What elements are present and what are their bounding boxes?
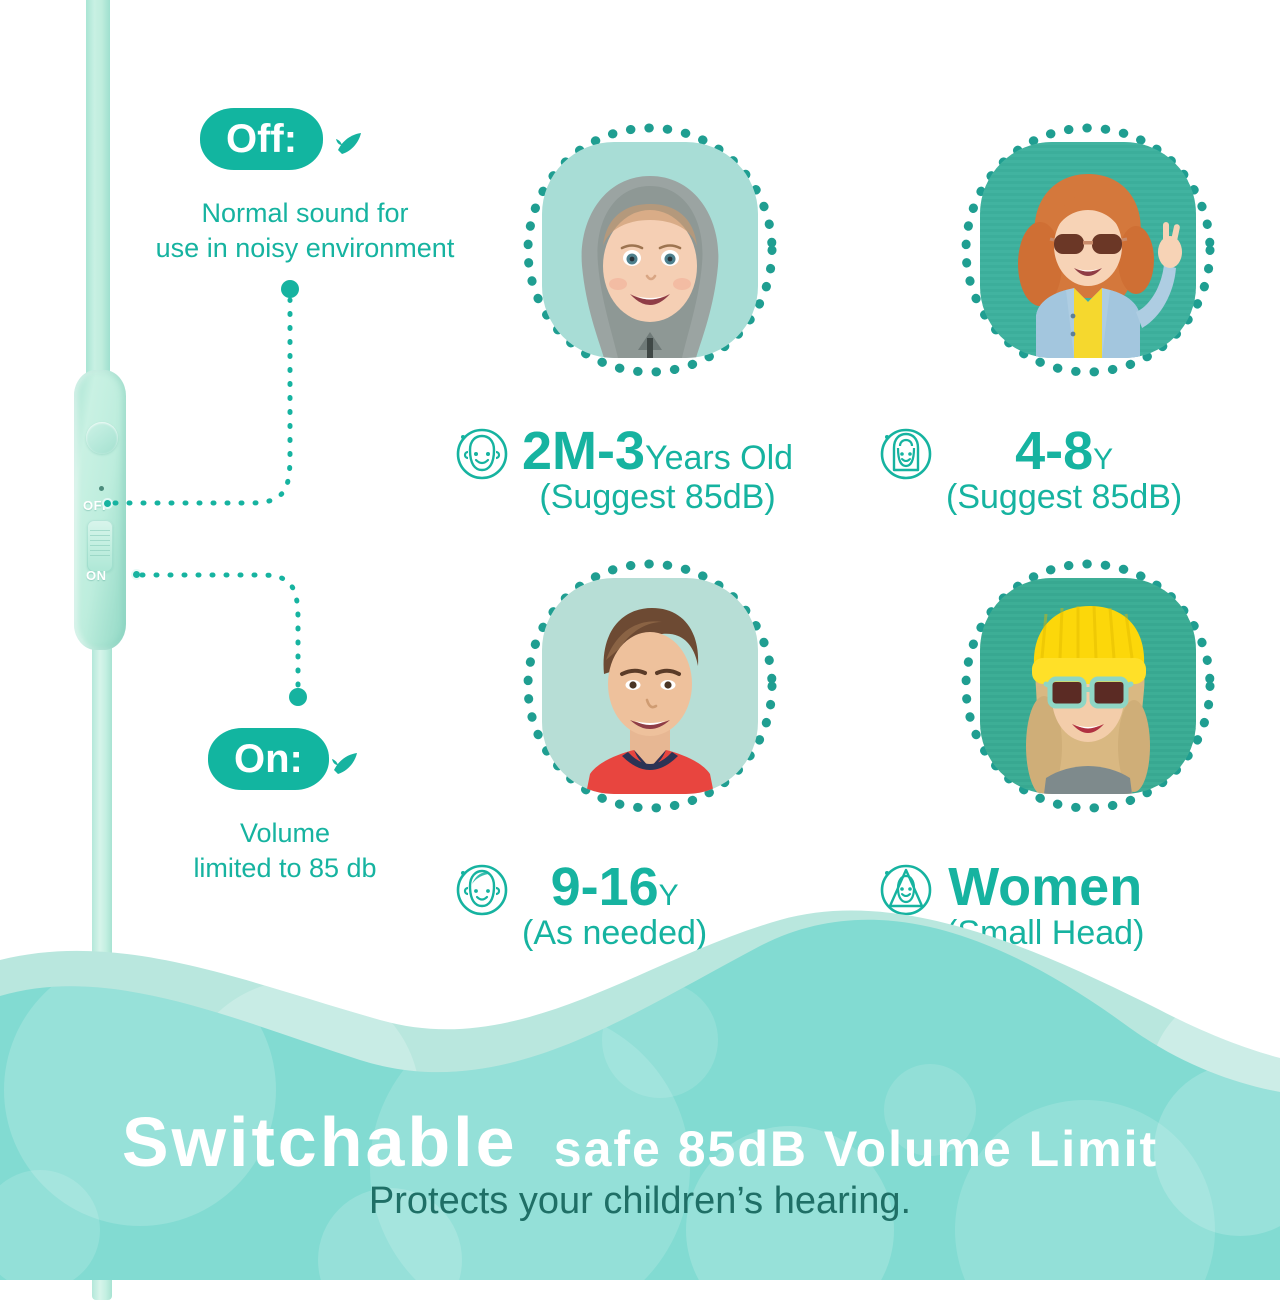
banner-title-part2: safe 85dB Volume Limit (553, 1121, 1159, 1177)
girl-face-icon (880, 428, 932, 480)
dotted-ring-icon (523, 559, 777, 813)
banner-title: Switchable safe 85dB Volume Limit (0, 1102, 1280, 1182)
connector-path-off (112, 297, 293, 506)
photo-card-toddler (520, 120, 780, 380)
photo-card-teen-boy (520, 556, 780, 816)
card-label-main-toddler: 2M-3Years Old (522, 421, 794, 481)
caption-on: Volume limited to 85 db (105, 816, 465, 885)
card-label-sub-toddler: (Suggest 85dB) (539, 478, 776, 516)
volume-limit-slider[interactable] (87, 520, 113, 572)
photo-card-woman (958, 556, 1218, 816)
card-label-main-teen-boy: 9-16Y (550, 857, 679, 917)
baby-face-icon (456, 428, 508, 480)
connector-path-on (139, 572, 301, 688)
caption-off-line1: Normal sound for (201, 198, 409, 228)
badge-off: Off: (200, 108, 324, 170)
switch-label-on: ON (86, 568, 107, 583)
card-label-girl: 4-8Y (Suggest 85dB) (876, 424, 1182, 514)
card-label-sub-girl: (Suggest 85dB) (946, 478, 1183, 516)
card-label-woman: Women (Small Head) (876, 860, 1144, 950)
leaf-decoration-off (336, 133, 361, 154)
card-label-main-girl: 4-8Y (1015, 421, 1114, 481)
card-label-main-woman: Women (948, 857, 1143, 917)
multifunction-button[interactable] (86, 422, 118, 454)
caption-off: Normal sound for use in noisy environmen… (85, 196, 525, 265)
caption-off-line2: use in noisy environment (155, 232, 455, 263)
connector-endpoint-off (281, 280, 299, 298)
connector-endpoint-on (289, 688, 307, 706)
caption-on-line1: Volume (239, 818, 331, 848)
photo-girl (980, 142, 1196, 358)
card-label-sub-teen-boy: (As needed) (522, 914, 708, 952)
card-label-teen-boy: 9-16Y (As needed) (452, 860, 707, 950)
microphone-hole-icon (99, 486, 104, 491)
badge-on-label: On: (234, 736, 303, 781)
caption-on-line2: limited to 85 db (193, 852, 377, 883)
leaf-decoration-on (332, 753, 357, 774)
badge-off-label: Off: (226, 116, 298, 161)
photo-teen-boy (542, 578, 758, 794)
woman-face-icon (880, 864, 932, 916)
inline-volume-control-module[interactable]: OFF ON (74, 370, 126, 650)
photo-toddler (542, 142, 758, 358)
anchor-dot-on (133, 571, 140, 578)
card-label-toddler: 2M-3Years Old (Suggest 85dB) (452, 424, 793, 514)
badge-on: On: (208, 728, 329, 790)
dotted-ring-icon (523, 123, 777, 377)
photo-card-girl (958, 120, 1218, 380)
photo-woman (980, 578, 1196, 794)
earphone-cable-upper (86, 0, 110, 410)
anchor-dot-off (104, 500, 111, 507)
switch-label-off: OFF (83, 498, 111, 513)
dotted-ring-icon (961, 123, 1215, 377)
dotted-ring-icon (961, 559, 1215, 813)
banner-subtitle: Protects your children’s hearing. (368, 1180, 912, 1222)
bottom-wave-banner (0, 900, 1280, 1280)
boy-face-icon (456, 864, 508, 916)
banner-title-part1: Switchable (121, 1103, 518, 1181)
